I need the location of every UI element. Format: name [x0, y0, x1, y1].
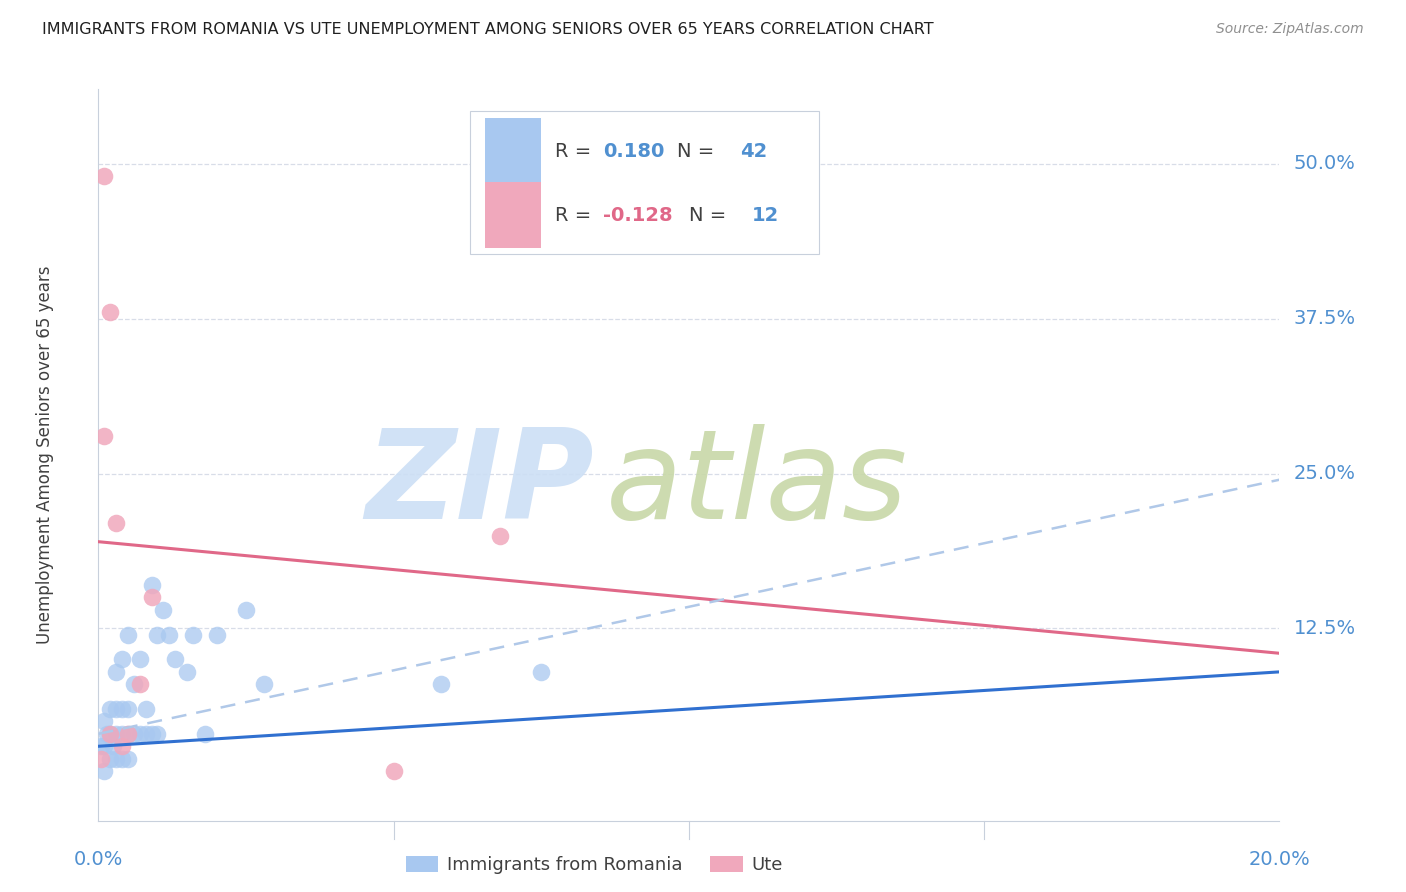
Point [157, 628, 180, 642]
Point [194, 727, 217, 741]
Text: 0.180: 0.180 [603, 142, 664, 161]
Point [93, 739, 115, 754]
Point [146, 628, 169, 642]
Point [117, 628, 139, 642]
Point [165, 652, 187, 666]
Point [128, 652, 150, 666]
Point [146, 727, 169, 741]
Text: Unemployment Among Seniors over 65 years: Unemployment Among Seniors over 65 years [37, 266, 55, 644]
Text: 20.0%: 20.0% [1249, 850, 1310, 869]
Point [90, 752, 112, 766]
Point [117, 727, 139, 741]
Point [96, 727, 118, 741]
Point [105, 727, 128, 741]
Text: 25.0%: 25.0% [1294, 464, 1355, 483]
Text: 12: 12 [752, 206, 779, 225]
Point [135, 727, 157, 741]
Point [141, 591, 163, 605]
FancyBboxPatch shape [485, 182, 541, 248]
Text: 0.0%: 0.0% [73, 850, 124, 869]
Point [111, 702, 134, 716]
Text: N =: N = [678, 142, 721, 161]
Point [93, 169, 115, 183]
Point [90, 739, 112, 754]
Point [141, 578, 163, 592]
Text: R =: R = [555, 206, 598, 225]
Point [530, 665, 553, 679]
Point [128, 727, 150, 741]
Point [105, 752, 128, 766]
Text: -0.128: -0.128 [603, 206, 672, 225]
Text: IMMIGRANTS FROM ROMANIA VS UTE UNEMPLOYMENT AMONG SENIORS OVER 65 YEARS CORRELAT: IMMIGRANTS FROM ROMANIA VS UTE UNEMPLOYM… [42, 22, 934, 37]
Point [98, 727, 121, 741]
FancyBboxPatch shape [471, 112, 818, 253]
Point [105, 516, 128, 530]
Point [117, 727, 139, 741]
Text: 37.5%: 37.5% [1294, 309, 1355, 328]
Point [430, 677, 453, 691]
Point [111, 739, 134, 754]
Point [253, 677, 276, 691]
Point [122, 727, 145, 741]
Text: R =: R = [555, 142, 598, 161]
Point [111, 727, 134, 741]
Point [117, 702, 139, 716]
Point [93, 764, 115, 778]
Point [141, 727, 163, 741]
Point [111, 652, 134, 666]
Point [105, 702, 128, 716]
Point [181, 628, 204, 642]
Point [105, 665, 128, 679]
Text: 12.5%: 12.5% [1294, 619, 1355, 638]
Point [489, 528, 512, 542]
Text: 42: 42 [740, 142, 768, 161]
Text: Source: ZipAtlas.com: Source: ZipAtlas.com [1216, 22, 1364, 37]
Point [98, 702, 121, 716]
Text: N =: N = [689, 206, 733, 225]
Point [93, 429, 115, 443]
Point [93, 714, 115, 729]
FancyBboxPatch shape [485, 118, 541, 184]
Point [103, 739, 125, 754]
Text: atlas: atlas [606, 424, 908, 545]
Point [98, 727, 121, 741]
Point [111, 752, 134, 766]
Text: 50.0%: 50.0% [1294, 154, 1355, 173]
Point [135, 702, 157, 716]
Point [122, 677, 145, 691]
Point [128, 677, 150, 691]
Point [98, 305, 121, 319]
Point [205, 628, 228, 642]
Point [117, 752, 139, 766]
Text: ZIP: ZIP [366, 424, 595, 545]
Point [235, 603, 257, 617]
Point [382, 764, 405, 778]
Point [98, 752, 121, 766]
Legend: Immigrants from Romania, Ute: Immigrants from Romania, Ute [399, 848, 790, 881]
Point [176, 665, 198, 679]
Point [152, 603, 174, 617]
